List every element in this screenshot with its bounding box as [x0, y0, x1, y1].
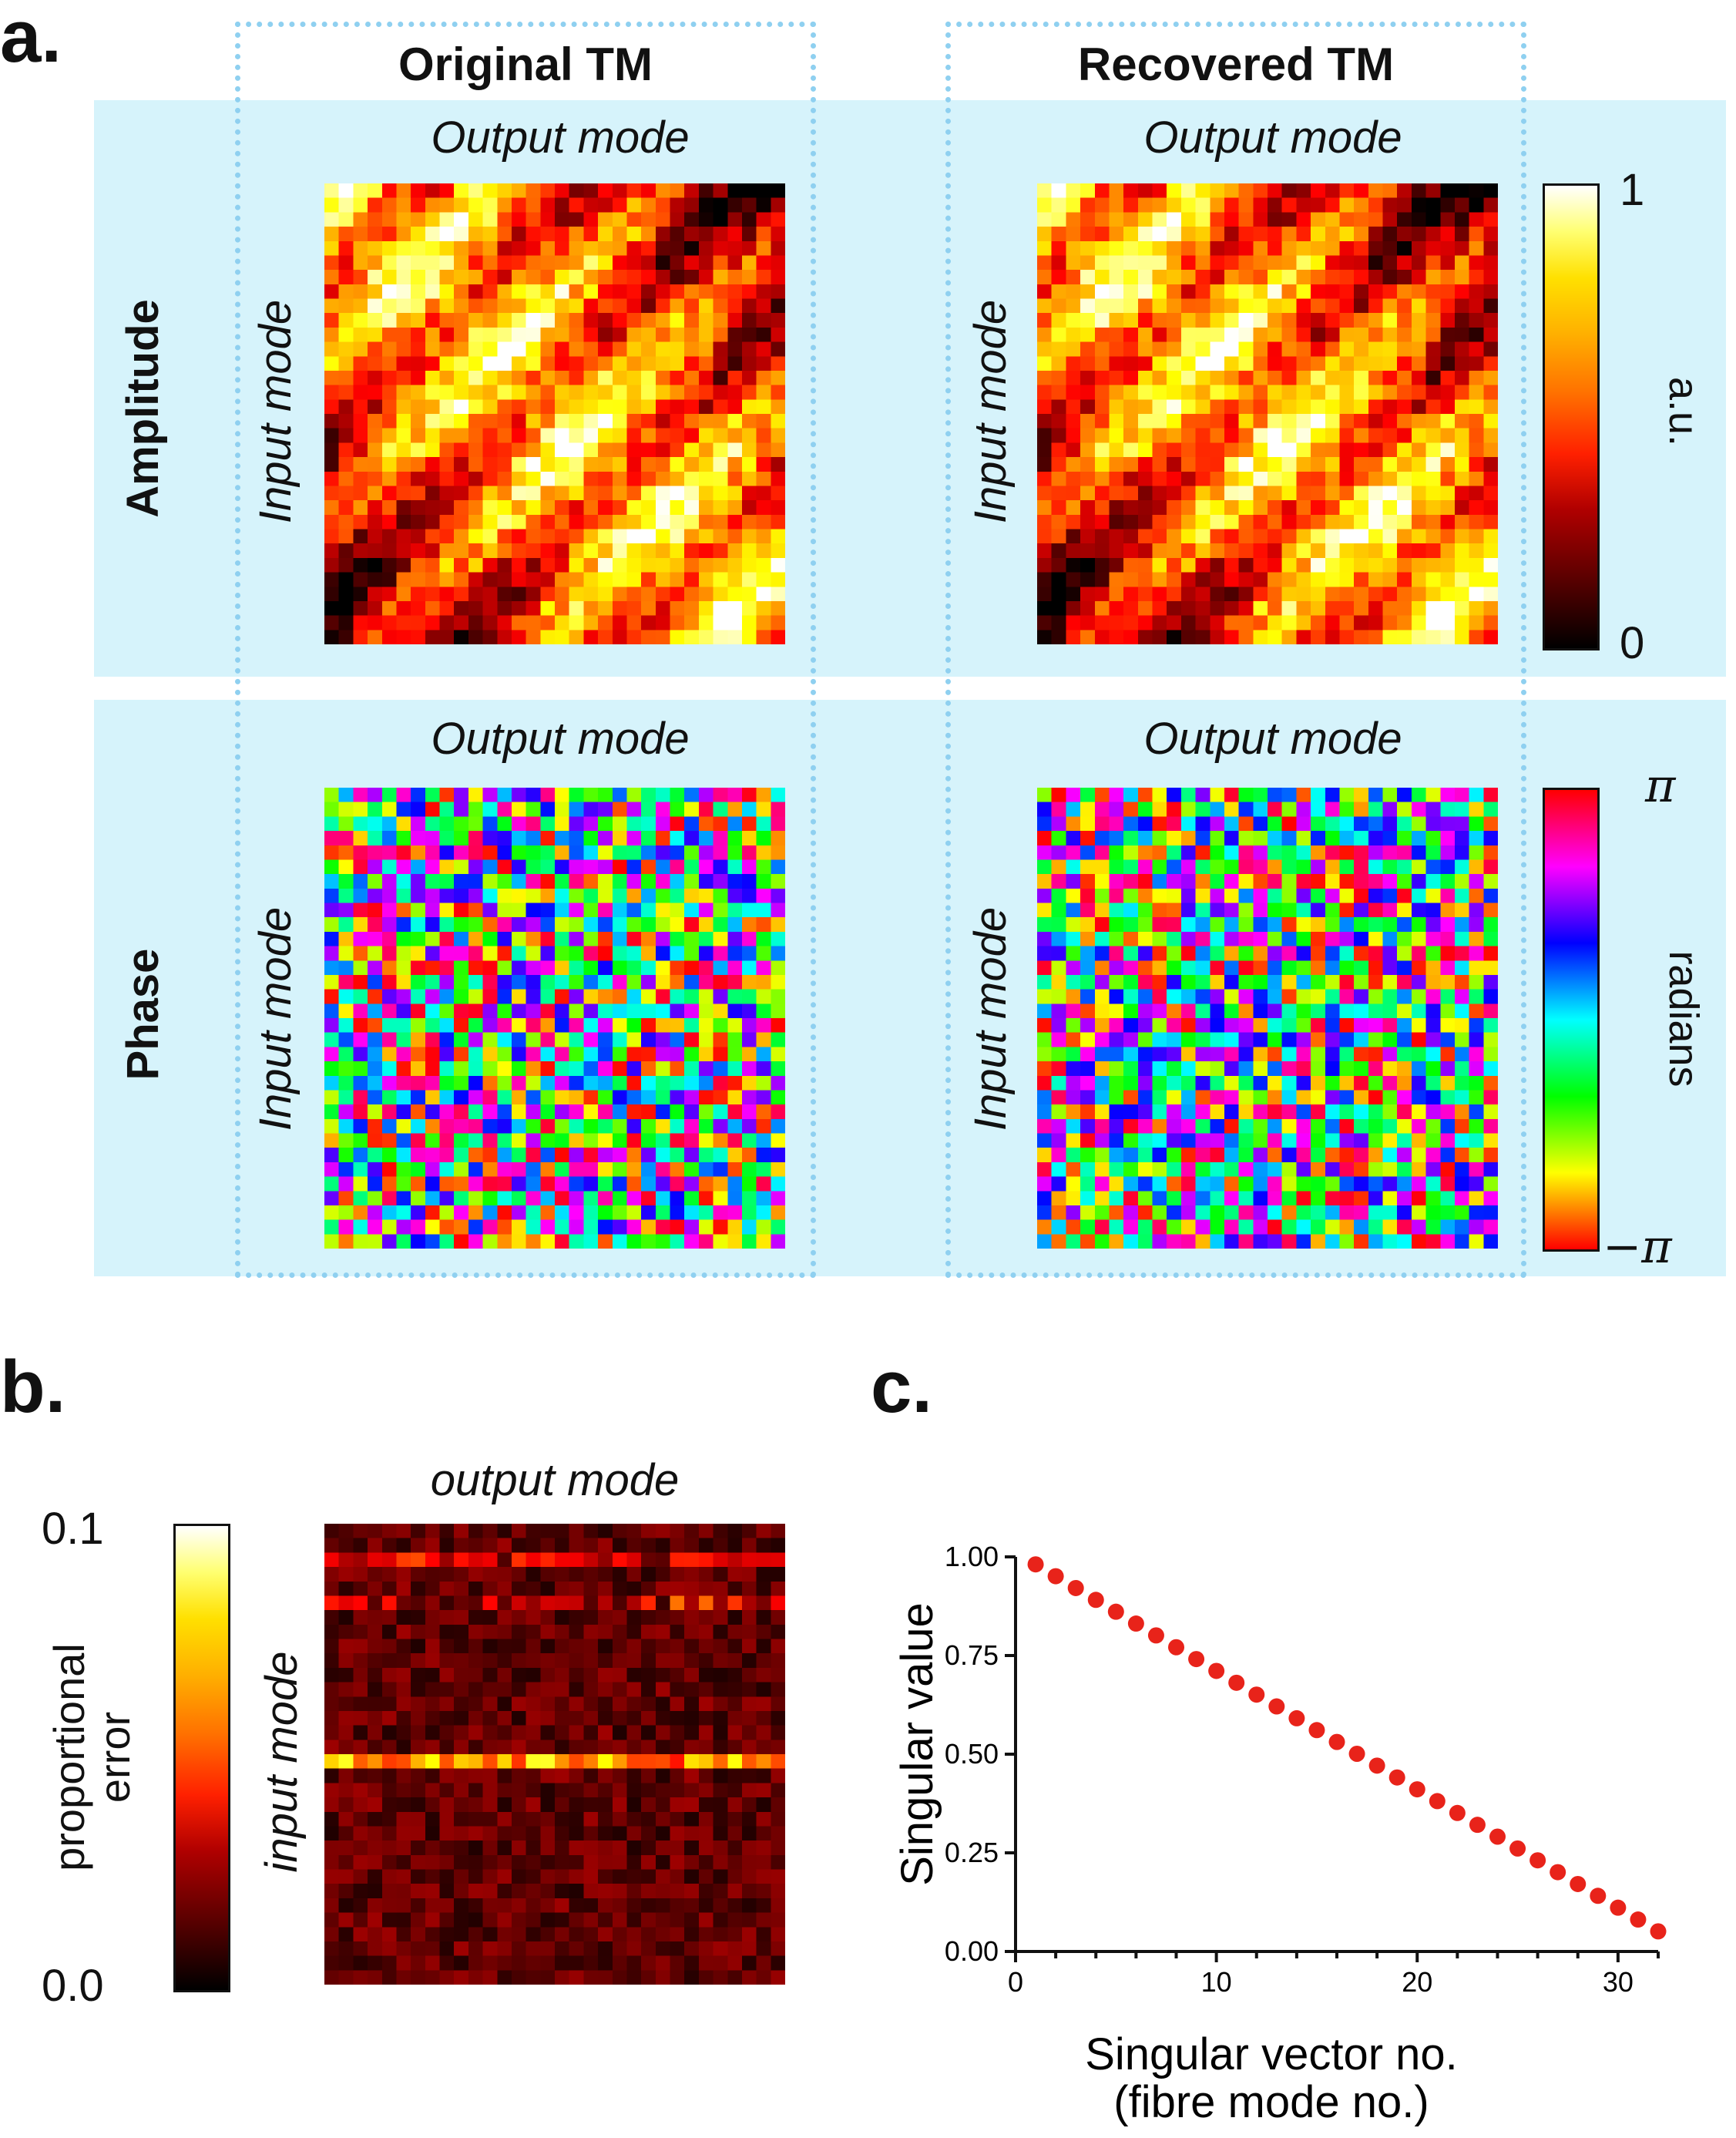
- recovered-tm-box: [945, 22, 1526, 1278]
- data-point: [1228, 1674, 1245, 1691]
- error-colorbar-label-line2: error: [90, 1711, 139, 1804]
- data-point: [1610, 1899, 1627, 1916]
- data-point: [1067, 1579, 1084, 1596]
- y-tick-label: 0.00: [945, 1935, 999, 1967]
- original-amplitude-heatmap: [324, 183, 785, 644]
- phase-colorbar-min: −π: [1603, 1220, 1672, 1274]
- data-point: [1449, 1804, 1466, 1821]
- data-point: [1529, 1852, 1546, 1869]
- input-mode-label-orig-amp: Input mode: [250, 299, 301, 524]
- input-mode-label-orig-phase: Input mode: [250, 906, 301, 1131]
- x-tick-label: 30: [1603, 1966, 1634, 1998]
- data-point: [1087, 1592, 1104, 1609]
- singular-value-chart: 0.00 0.25 0.50 0.75 1.00 0 10 20 30 Singular val…: [892, 1541, 1667, 2127]
- data-point: [1630, 1911, 1647, 1928]
- error-colorbar: [173, 1524, 230, 1992]
- panel-b-label: b.: [0, 1346, 66, 1428]
- phase-colorbar: [1543, 788, 1600, 1252]
- data-point: [1188, 1651, 1205, 1668]
- error-colorbar-label: proportional error: [45, 1643, 139, 1871]
- data-point: [1328, 1733, 1345, 1750]
- column-title-original: Original TM: [398, 39, 653, 90]
- x-tick-label: 0: [1008, 1966, 1023, 1998]
- output-mode-label-rec-amp: Output mode: [1143, 113, 1402, 163]
- error-colorbar-label-line1: proportional: [45, 1643, 94, 1871]
- row-title-phase: Phase: [118, 948, 168, 1081]
- data-point: [1368, 1757, 1385, 1774]
- data-point: [1027, 1556, 1044, 1573]
- data-point: [1147, 1627, 1164, 1644]
- data-point: [1288, 1709, 1305, 1726]
- recovered-amplitude-heatmap: [1037, 183, 1498, 644]
- input-mode-label-rec-phase: Input mode: [965, 906, 1016, 1131]
- x-axis-label-line2: (fibre mode no.): [1113, 2077, 1429, 2127]
- data-point: [1107, 1603, 1124, 1620]
- y-tick-label: 0.50: [945, 1738, 999, 1770]
- data-point: [1168, 1639, 1184, 1656]
- phase-colorbar-max: π: [1645, 759, 1676, 813]
- y-tick-label: 0.25: [945, 1837, 999, 1868]
- proportional-error-heatmap: [324, 1524, 785, 1985]
- y-axis-label: Singular value: [892, 1602, 942, 1886]
- output-mode-label-error: output mode: [430, 1455, 680, 1505]
- data-point: [1650, 1923, 1667, 1940]
- original-tm-box: [235, 22, 816, 1278]
- recovered-phase-heatmap: [1037, 788, 1498, 1249]
- output-mode-label-orig-phase: Output mode: [431, 714, 690, 764]
- original-phase-heatmap: [324, 788, 785, 1249]
- data-point: [1570, 1875, 1587, 1892]
- data-point: [1489, 1828, 1506, 1845]
- amplitude-colorbar: [1543, 183, 1600, 650]
- input-mode-label-rec-amp: Input mode: [965, 299, 1016, 524]
- data-point: [1308, 1722, 1325, 1739]
- output-mode-label-rec-phase: Output mode: [1143, 714, 1402, 764]
- error-colorbar-min: 0.0: [42, 1961, 104, 2011]
- data-point: [1429, 1793, 1446, 1810]
- data-point: [1509, 1840, 1526, 1857]
- data-point: [1047, 1568, 1064, 1585]
- output-mode-label-orig-amp: Output mode: [431, 113, 690, 163]
- data-point: [1348, 1745, 1365, 1762]
- data-point: [1469, 1817, 1486, 1834]
- y-tick-label: 1.00: [945, 1541, 999, 1572]
- data-point: [1268, 1698, 1285, 1715]
- data-point: [1127, 1615, 1144, 1632]
- data-point: [1550, 1864, 1566, 1881]
- panel-c-label: c.: [871, 1346, 933, 1428]
- phase-colorbar-label: radians: [1660, 950, 1707, 1087]
- data-point: [1248, 1686, 1265, 1703]
- x-tick-label: 20: [1402, 1966, 1432, 1998]
- data-point: [1388, 1769, 1405, 1786]
- input-mode-label-error: input mode: [257, 1651, 307, 1873]
- data-point: [1409, 1781, 1425, 1798]
- data-point: [1590, 1888, 1607, 1904]
- error-colorbar-max: 0.1: [42, 1504, 104, 1554]
- y-tick-label: 0.75: [945, 1639, 999, 1671]
- row-title-amplitude: Amplitude: [118, 299, 168, 518]
- x-axis-label-line1: Singular vector no.: [1085, 2029, 1458, 2079]
- amplitude-colorbar-label: a.u.: [1660, 376, 1707, 447]
- column-title-recovered: Recovered TM: [1077, 39, 1395, 90]
- panel-a-label: a.: [0, 0, 62, 78]
- x-tick-label: 10: [1201, 1966, 1232, 1998]
- amplitude-colorbar-max: 1: [1620, 165, 1645, 215]
- data-point: [1208, 1662, 1225, 1679]
- amplitude-colorbar-min: 0: [1620, 618, 1645, 668]
